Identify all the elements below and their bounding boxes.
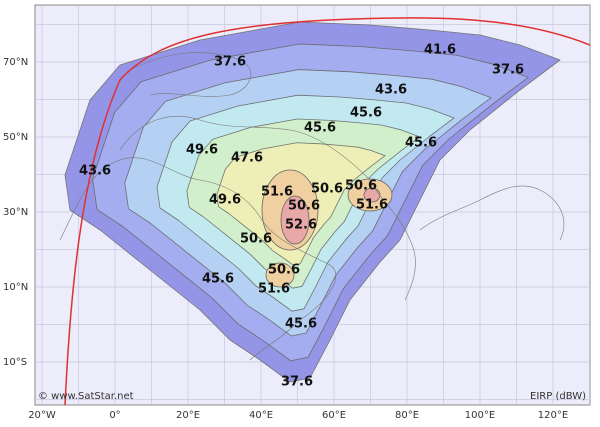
longitude-label: 60°E	[322, 410, 346, 421]
latitude-label: 30°N	[3, 207, 28, 218]
hotspot	[265, 262, 295, 288]
contour-label: 51.6	[356, 198, 388, 213]
contour-label: 51.6	[258, 282, 290, 297]
footprint-contours	[64, 21, 561, 383]
contour-label: 43.6	[375, 83, 407, 98]
contour-label: 37.6	[214, 55, 246, 70]
longitude-label: 0°	[109, 410, 120, 421]
latitude-label: 50°N	[3, 132, 28, 143]
longitude-label: 20°E	[176, 410, 200, 421]
contour-label: 50.6	[345, 179, 377, 194]
latitude-label: 70°N	[3, 57, 28, 68]
longitude-label: 80°E	[395, 410, 419, 421]
latitude-label: 10°S	[3, 357, 27, 368]
coastlines	[59, 52, 565, 361]
longitude-label: 100°E	[465, 410, 495, 421]
contour-label: 45.6	[202, 272, 234, 287]
contour-label: 37.6	[281, 375, 313, 390]
latitude-label: 10°N	[3, 282, 28, 293]
visibility-edge	[64, 17, 590, 405]
contour-label: 50.6	[311, 182, 343, 197]
contour-label: 45.6	[285, 317, 317, 332]
contour-label: 45.6	[304, 121, 336, 136]
contour-label: 47.6	[231, 151, 263, 166]
hotspot	[280, 195, 310, 245]
contour-label: 50.6	[268, 263, 300, 278]
unit-label: EIRP (dBW)	[530, 391, 586, 402]
contour-label: 37.6	[492, 63, 524, 78]
contour-label: 45.6	[405, 136, 437, 151]
contour-label: 45.6	[350, 106, 382, 121]
contour-label: 49.6	[186, 143, 218, 158]
longitude-label: 120°E	[538, 410, 568, 421]
longitude-label: 20°W	[28, 410, 56, 421]
axis-labels: 20°W 0° 20°E 40°E 60°E 80°E 100°E 120°E 70°N 50°N…	[3, 57, 568, 421]
contour-labels: 37.6 41.6 37.6 43.6 45.6 45.6 45.6 49.6 47.6 43.6…	[79, 43, 524, 390]
contour-label: 43.6	[79, 164, 111, 179]
contour-label: 50.6	[240, 232, 272, 247]
contour-label: 41.6	[424, 43, 456, 58]
longitude-label: 40°E	[249, 410, 273, 421]
contour-label: 50.6	[288, 199, 320, 214]
contour-label: 49.6	[209, 193, 241, 208]
contour-label: 51.6	[261, 185, 293, 200]
contour-label: 52.6	[285, 218, 317, 233]
credit: © www.SatStar.net	[38, 391, 134, 402]
